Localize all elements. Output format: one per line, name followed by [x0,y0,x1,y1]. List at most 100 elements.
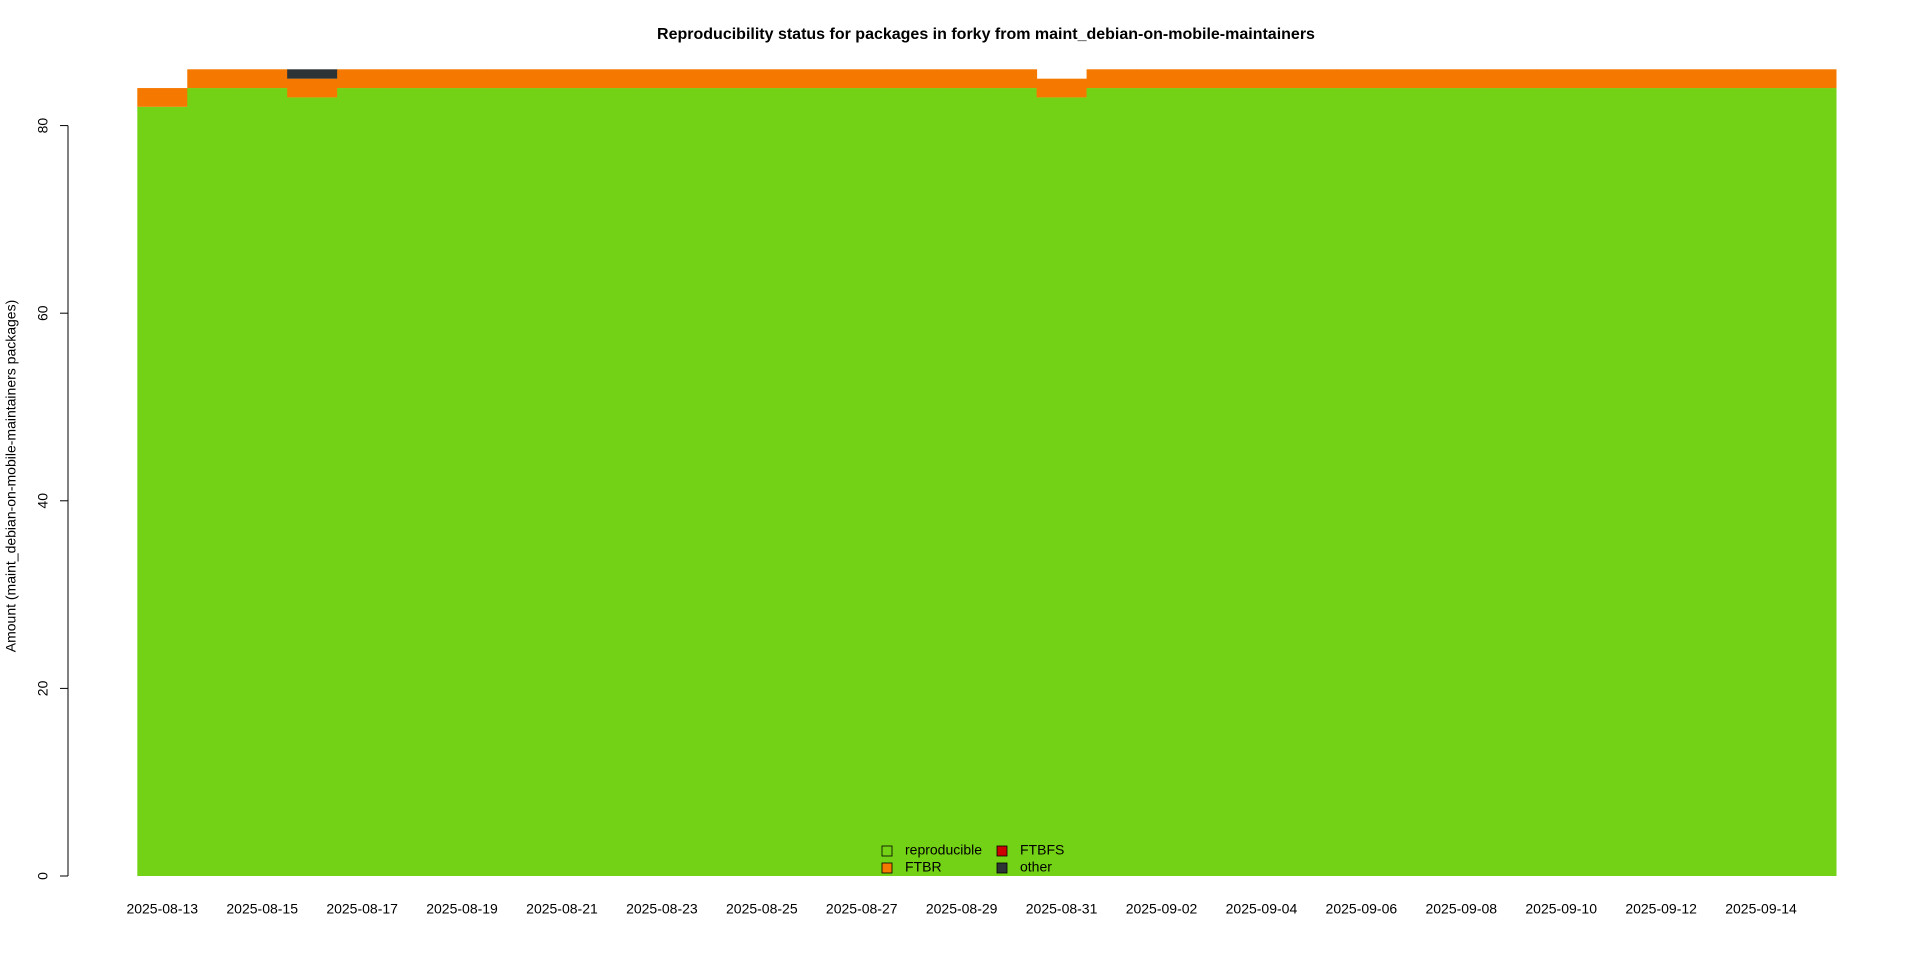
bar-segment [1286,69,1337,89]
bar-segment [1086,88,1138,876]
legend-label: FTBFS [1020,842,1064,858]
bar-segment [1386,69,1437,89]
bar-segment [387,69,438,89]
y-tick-label: 0 [35,872,51,880]
bar-segment [1236,88,1287,876]
bar-segment [237,69,288,89]
bar-segment [1686,88,1737,876]
bar-segment [287,97,338,877]
x-tick-label: 2025-09-02 [1126,901,1198,917]
bar-segment [586,88,638,876]
bar-segment [487,69,538,89]
x-tick-label: 2025-08-29 [926,901,998,917]
bar-segment [1586,88,1637,876]
bar-segment [187,88,238,876]
bar-segment [237,88,288,876]
bar-segment [1336,88,1387,876]
y-tick-label: 40 [35,493,51,509]
x-tick-label: 2025-08-23 [626,901,698,917]
x-tick-label: 2025-08-15 [226,901,298,917]
bar-segment [1536,88,1587,876]
bar-segment [536,69,588,89]
bar-segment [1186,69,1237,89]
legend-swatch [996,845,1008,857]
bar-segment [936,69,988,89]
legend-swatch [881,845,893,857]
bar-segment [986,88,1038,876]
bar-segment [636,69,688,89]
bar-segment [1136,69,1187,89]
bar-segment [137,106,188,877]
x-tick-label: 2025-08-13 [126,901,198,917]
bar-segment [1036,97,1088,877]
bar-segment [1686,69,1737,89]
x-tick-label: 2025-08-17 [326,901,398,917]
bar-segment [1036,78,1088,98]
bar-segment [187,69,238,89]
bar-segment [636,88,688,876]
bar-segment [1586,69,1637,89]
bar-segment [1286,88,1337,876]
x-tick-label: 2025-08-27 [826,901,898,917]
y-tick-label: 20 [35,680,51,696]
bar-segment [1136,88,1187,876]
bar-segment [437,88,488,876]
x-tick-label: 2025-09-06 [1326,901,1398,917]
x-tick-label: 2025-09-04 [1226,901,1298,917]
bar-segment [1486,69,1537,89]
bar-segment [1436,69,1487,89]
bar-segment [1386,88,1437,876]
bar-segment [886,88,938,876]
bar-segment [287,69,338,79]
legend-label: reproducible [905,842,982,858]
x-tick-label: 2025-08-31 [1026,901,1098,917]
bar-segment [337,69,388,89]
x-tick-label: 2025-08-25 [726,901,798,917]
bar-segment [1436,88,1487,876]
x-tick-label: 2025-09-14 [1725,901,1797,917]
x-tick-label: 2025-08-19 [426,901,498,917]
x-tick-label: 2025-09-10 [1525,901,1597,917]
bar-segment [886,69,938,89]
bar-segment [986,69,1038,89]
bar-segment [1086,69,1138,89]
bar-segment [786,88,838,876]
x-tick-label: 2025-09-08 [1425,901,1497,917]
bar-segment [387,88,438,876]
bar-segment [1336,69,1387,89]
bar-segment [686,69,738,89]
bar-segment [1736,88,1787,876]
bar-segment [1636,69,1687,89]
legend-swatch [996,862,1008,874]
bar-segment [1786,88,1837,876]
bar-segment [1736,69,1787,89]
bar-segment [836,88,888,876]
bar-segment [1536,69,1587,89]
bar-segment [487,88,538,876]
bar-segment [137,88,188,107]
bar-segment [287,78,338,98]
bar-segment [686,88,738,876]
bar-segment [736,69,788,89]
bar-segment [437,69,488,89]
bar-segment [1786,69,1837,89]
bar-segment [1186,88,1237,876]
bar-segment [786,69,838,89]
legend-label: other [1020,859,1052,875]
bar-segment [1636,88,1687,876]
bar-segment [536,88,588,876]
x-tick-label: 2025-09-12 [1625,901,1697,917]
legend-swatch [881,862,893,874]
bar-segment [337,88,388,876]
bar-segment [586,69,638,89]
chart-title: Reproducibility status for packages in f… [657,26,1315,43]
bar-segment [1486,88,1537,876]
y-axis-label: Amount (maint_debian-on-mobile-maintaine… [3,300,19,653]
bar-segment [736,88,788,876]
y-tick-label: 60 [35,305,51,321]
bar-segment [836,69,888,89]
legend-label: FTBR [905,859,942,875]
x-tick-label: 2025-08-21 [526,901,598,917]
y-tick-label: 80 [35,118,51,134]
